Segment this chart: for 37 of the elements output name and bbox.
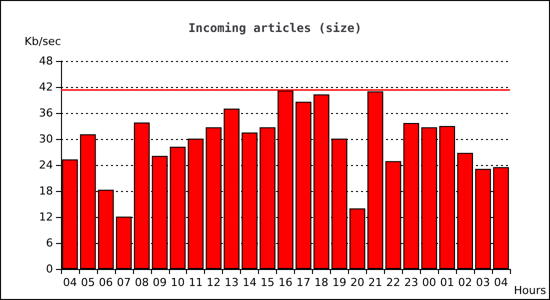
x-tick-label: 03 <box>476 276 490 289</box>
x-tick-label: 08 <box>134 276 149 289</box>
chart-title: Incoming articles (size) <box>188 21 362 35</box>
x-tick-label: 12 <box>206 276 221 289</box>
x-tick-label: 19 <box>332 276 346 289</box>
x-tick-label: 18 <box>314 276 328 289</box>
x-tick-label: 07 <box>116 276 131 289</box>
x-tick-label: 15 <box>260 276 275 289</box>
y-tick-label: 6 <box>46 236 53 250</box>
y-tick-label: 24 <box>39 158 53 172</box>
y-tick-label: 12 <box>39 210 53 224</box>
x-tick-label: 20 <box>350 276 364 289</box>
x-tick-label: 01 <box>440 276 454 289</box>
x-tick-label: 11 <box>188 276 203 289</box>
x-axis-title: Hours <box>514 284 546 297</box>
y-tick-label: 30 <box>39 132 53 146</box>
x-tick-label: 09 <box>152 276 167 289</box>
x-tick-label: 04 <box>494 276 508 289</box>
x-tick-label: 16 <box>278 276 292 289</box>
x-tick-label: 06 <box>98 276 113 289</box>
x-tick-label: 10 <box>170 276 185 289</box>
x-tick-label: 21 <box>368 276 382 289</box>
x-tick-label: 23 <box>404 276 418 289</box>
x-tick-label: 00 <box>422 276 436 289</box>
y-tick-label: 36 <box>39 106 53 120</box>
y-tick-label: 0 <box>46 262 53 276</box>
x-tick-label: 02 <box>458 276 472 289</box>
y-tick-label: 18 <box>39 184 53 198</box>
x-tick-label: 17 <box>296 276 310 289</box>
y-tick-label: 48 <box>39 54 53 68</box>
x-tick-label: 13 <box>224 276 239 289</box>
x-tick-label: 14 <box>242 276 257 289</box>
x-tick-label: 05 <box>80 276 95 289</box>
x-tick-label: 22 <box>386 276 400 289</box>
x-tick-label: 04 <box>62 276 77 289</box>
y-axis-title: Kb/sec <box>24 35 61 48</box>
y-tick-label: 42 <box>39 80 53 94</box>
